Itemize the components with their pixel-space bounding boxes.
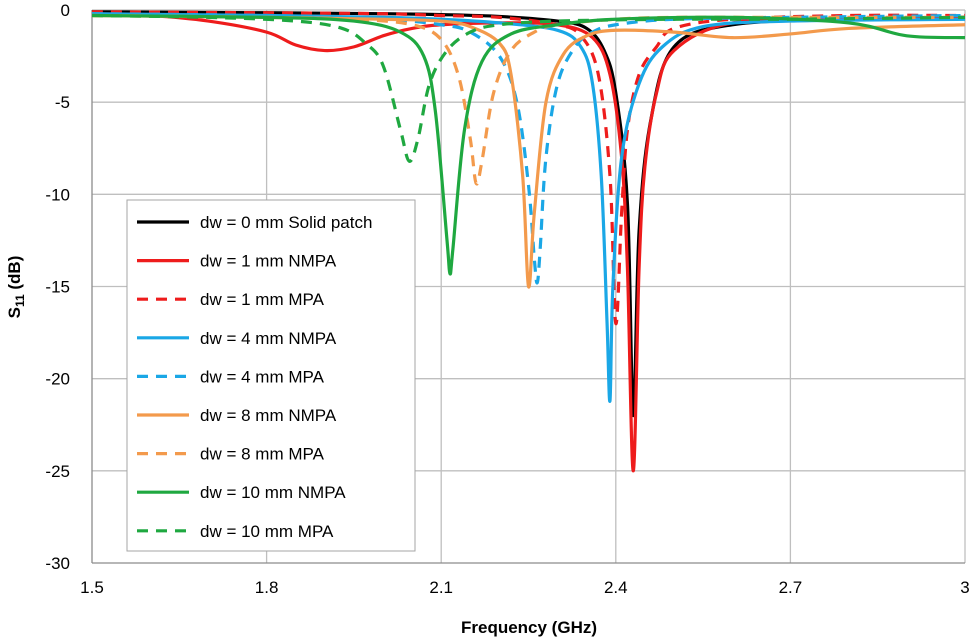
legend-label: dw = 4 mm MPA — [200, 367, 325, 386]
y-tick-label: -5 — [55, 93, 70, 112]
series-line-dw-1-mm-nmpa — [91, 12, 966, 473]
legend-label: dw = 1 mm MPA — [200, 290, 325, 309]
y-tick-label: -30 — [45, 554, 70, 573]
legend-label: dw = 8 mm MPA — [200, 445, 325, 464]
x-tick-label: 2.4 — [604, 578, 628, 597]
series-line-dw-4-mm-nmpa — [91, 12, 966, 403]
series-line-dw-10-mm-mpa — [91, 13, 966, 163]
y-tick-labels: 0 -5 -10 -15 -20 -25 -30 — [45, 1, 70, 573]
series-line-dw-4-mm-mpa — [91, 12, 966, 285]
series-layer — [91, 10, 966, 473]
x-tick-labels: 1.5 1.8 2.1 2.4 2.7 3 — [80, 578, 970, 597]
x-tick-label: 2.1 — [429, 578, 453, 597]
legend: dw = 0 mm Solid patch dw = 1 mm NMPA dw = … — [126, 199, 416, 552]
legend-label: dw = 8 mm NMPA — [200, 406, 337, 425]
x-tick-label: 2.7 — [779, 578, 803, 597]
y-tick-label: -25 — [45, 462, 70, 481]
x-tick-label: 1.5 — [80, 578, 104, 597]
x-tick-label: 3 — [960, 578, 969, 597]
y-axis-label-main: S — [5, 307, 24, 318]
y-axis-label-sub: 11 — [13, 294, 27, 307]
series-line-dw-10-mm-nmpa — [91, 13, 966, 276]
legend-label: dw = 0 mm Solid patch — [200, 213, 372, 232]
y-axis-label: S11 (dB) — [5, 256, 27, 319]
y-tick-label: -15 — [45, 278, 70, 297]
legend-label: dw = 10 mm NMPA — [200, 483, 346, 502]
y-tick-label: -10 — [45, 185, 70, 204]
axes — [91, 10, 965, 564]
y-axis-label-suffix: (dB) — [5, 256, 24, 295]
legend-label: dw = 10 mm MPA — [200, 522, 334, 541]
x-axis-label: Frequency (GHz) — [461, 618, 597, 637]
x-tick-label: 1.8 — [255, 578, 279, 597]
y-tick-label: -20 — [45, 370, 70, 389]
y-tick-label: 0 — [61, 1, 70, 20]
legend-label: dw = 1 mm NMPA — [200, 252, 337, 271]
series-line-dw-8-mm-mpa — [91, 13, 965, 186]
legend-label: dw = 4 mm NMPA — [200, 329, 337, 348]
series-line-dw-8-mm-nmpa — [91, 13, 966, 289]
